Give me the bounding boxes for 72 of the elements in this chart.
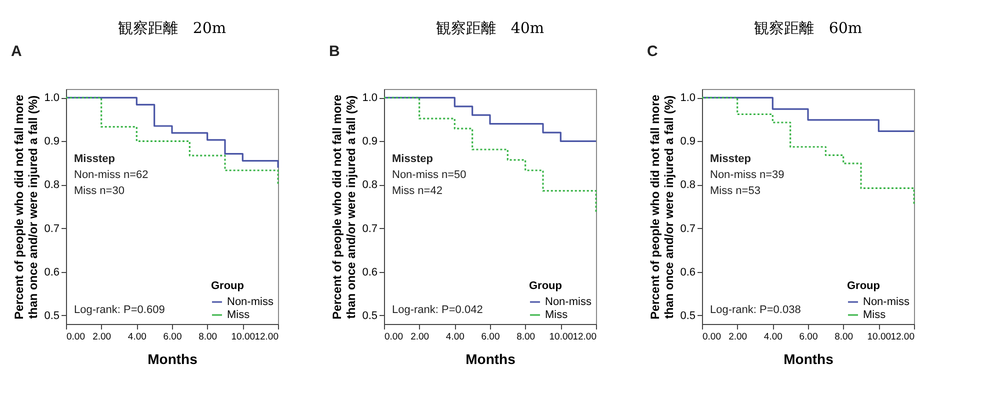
legend-label: Non-miss <box>545 296 592 308</box>
y-tick-label: 0.5 <box>362 310 378 322</box>
legend-title: Group <box>529 280 562 292</box>
y-tick-label: 0.9 <box>680 136 696 148</box>
annotation: Log-rank: P=0.042 <box>392 304 483 316</box>
y-tick-label: 0.5 <box>680 310 696 322</box>
y-tick-label: 0.9 <box>44 136 60 148</box>
text: B <box>329 43 340 60</box>
y-tick-label: 0.9 <box>362 136 378 148</box>
x-tick-label: 8.00 <box>516 332 536 342</box>
annotation: Non-miss n=50 <box>392 169 466 181</box>
x-tick-label: 2.00 <box>92 332 112 342</box>
x-tick-label: 12.00 <box>890 332 914 342</box>
annotation: Misstep <box>74 153 116 165</box>
x-axis-title: Months <box>148 351 198 367</box>
annotation: Miss n=30 <box>74 185 124 197</box>
chart-title: 観察距離 40m <box>436 19 544 37</box>
x-tick-label: 8.00 <box>834 332 854 342</box>
legend-title: Group <box>211 280 244 292</box>
x-tick-label: 4.00 <box>446 332 464 342</box>
x-tick-label: 10.00 <box>867 332 892 342</box>
y-tick-label: 0.7 <box>362 222 378 235</box>
legend-label: Non-miss <box>227 296 274 308</box>
y-tick-label: 0.6 <box>44 266 60 278</box>
annotation: Log-rank: P=0.038 <box>710 304 801 316</box>
y-axis-title: Percent of people who did not fall more than once and/or were injured a fall (%) <box>330 94 358 320</box>
text: A <box>11 43 22 60</box>
annotation: Misstep <box>710 153 752 165</box>
y-tick-label: 1.0 <box>680 92 696 104</box>
legend-label: Miss <box>863 309 886 321</box>
x-tick-label: 12.00 <box>572 332 596 342</box>
x-axis-title: Months <box>784 351 834 367</box>
x-tick-label: 0.00 <box>384 332 403 342</box>
y-tick-label: 0.6 <box>362 266 378 278</box>
x-tick-label: 4.00 <box>128 332 146 342</box>
y-tick-label: 0.7 <box>680 222 696 235</box>
x-tick-label: 6.00 <box>799 332 818 342</box>
annotation: Non-miss n=62 <box>74 169 148 181</box>
x-tick-label: 6.00 <box>481 332 500 342</box>
legend-label: Miss <box>227 309 250 321</box>
y-tick-label: 0.8 <box>44 179 60 192</box>
x-tick-label: 2.00 <box>728 332 748 342</box>
chart-title: 観察距離 60m <box>754 19 862 37</box>
y-axis-title: Percent of people who did not fall more than once and/or were injured a fall (%) <box>12 94 40 320</box>
x-tick-label: 2.00 <box>410 332 430 342</box>
y-tick-label: 0.8 <box>680 179 696 192</box>
x-axis-title: Months <box>466 351 516 367</box>
x-tick-label: 12.00 <box>254 332 278 342</box>
y-tick-label: 0.5 <box>44 310 60 322</box>
annotation: Log-rank: P=0.609 <box>74 304 165 316</box>
x-tick-label: 10.00 <box>231 332 256 342</box>
annotation: Miss n=42 <box>392 185 442 197</box>
annotation: Misstep <box>392 153 434 165</box>
y-tick-label: 0.8 <box>362 179 378 192</box>
x-tick-label: 0.00 <box>702 332 721 342</box>
x-tick-label: 0.00 <box>66 332 85 342</box>
y-tick-label: 1.0 <box>44 92 60 104</box>
x-tick-label: 6.00 <box>163 332 182 342</box>
y-tick-label: 0.6 <box>680 266 696 278</box>
x-tick-label: 4.00 <box>764 332 782 342</box>
chart-title: 観察距離 20m <box>118 19 226 37</box>
text: C <box>647 43 658 60</box>
legend-label: Miss <box>545 309 568 321</box>
legend-label: Non-miss <box>863 296 910 308</box>
annotation: Miss n=53 <box>710 185 760 197</box>
y-tick-label: 0.7 <box>44 222 60 235</box>
legend-title: Group <box>847 280 880 292</box>
annotation: Non-miss n=39 <box>710 169 784 181</box>
x-tick-label: 8.00 <box>198 332 218 342</box>
x-tick-label: 10.00 <box>549 332 574 342</box>
y-axis-title: Percent of people who did not fall more than once and/or were injured a fall (%) <box>648 94 676 320</box>
y-tick-label: 1.0 <box>362 92 378 104</box>
